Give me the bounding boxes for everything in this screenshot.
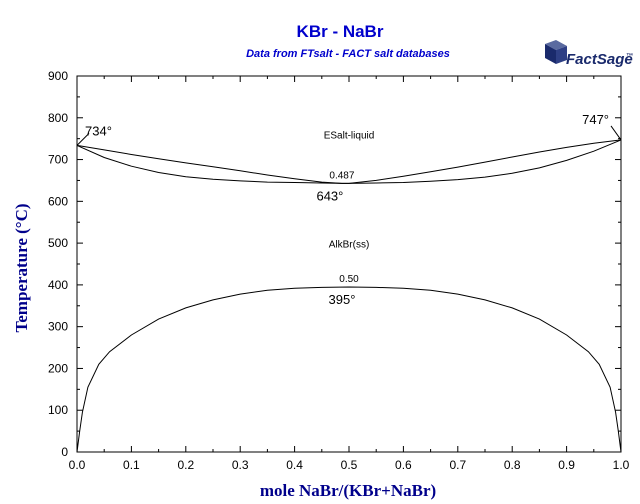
annotation-label: 747° — [582, 112, 609, 127]
series-line-2 — [76, 139, 622, 184]
axis-ticks: 0.0 0.1 0.2 0.3 0.4 0.5 0.6 0.7 0.8 0.9 1.0 0 100 200… — [48, 69, 630, 472]
logo-tm: ™ — [626, 53, 633, 60]
factsage-logo: FactSage ™ — [545, 40, 633, 68]
x-tick-label: 0.4 — [286, 458, 303, 472]
annotation-leader — [76, 132, 90, 146]
x-tick-label: 0.5 — [341, 458, 358, 472]
series-line-3 — [76, 286, 622, 453]
y-tick-label: 800 — [48, 111, 68, 125]
x-tick-label: 1.0 — [613, 458, 630, 472]
x-tick-label: 0.6 — [395, 458, 412, 472]
x-tick-label: 0.2 — [177, 458, 194, 472]
x-tick-label: 0.9 — [558, 458, 575, 472]
y-tick-label: 300 — [48, 320, 68, 334]
chart-subtitle: Data from FTsalt - FACT salt databases — [246, 48, 450, 60]
annotations: 734° 747° ESalt-liquid 0.487 643° AlkBr(ss) 0.… — [76, 112, 622, 307]
y-tick-label: 500 — [48, 236, 68, 250]
annotation-label: 0.487 — [329, 170, 354, 181]
logo-cube-icon — [545, 40, 567, 64]
y-tick-label: 0 — [61, 445, 68, 459]
chart-title: KBr - NaBr — [297, 22, 384, 41]
x-tick-label: 0.0 — [69, 458, 86, 472]
annotation-label: ESalt-liquid — [324, 130, 375, 141]
x-tick-label: 0.8 — [504, 458, 521, 472]
y-tick-label: 100 — [48, 403, 68, 417]
annotation-label: AlkBr(ss) — [329, 239, 370, 250]
x-axis-label: mole NaBr/(KBr+NaBr) — [260, 481, 436, 500]
y-axis-label: Temperature (°C) — [12, 203, 31, 332]
annotation-label: 643° — [316, 188, 343, 203]
x-tick-label: 0.3 — [232, 458, 249, 472]
logo-text: FactSage — [566, 51, 633, 68]
annotation-label: 395° — [329, 292, 356, 307]
annotation-leader — [610, 125, 622, 141]
series-lines — [76, 139, 622, 453]
y-tick-label: 900 — [48, 69, 68, 83]
annotation-label: 734° — [85, 123, 112, 138]
x-tick-label: 0.1 — [123, 458, 140, 472]
y-tick-label: 700 — [48, 153, 68, 167]
annotation-label: 0.50 — [339, 274, 359, 285]
y-tick-label: 200 — [48, 361, 68, 375]
y-tick-label: 400 — [48, 278, 68, 292]
x-tick-label: 0.7 — [449, 458, 466, 472]
y-tick-label: 600 — [48, 194, 68, 208]
